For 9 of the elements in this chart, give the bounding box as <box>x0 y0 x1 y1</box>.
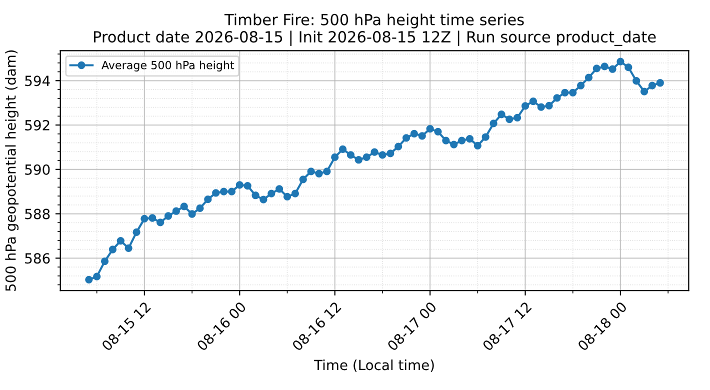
y-tick-label: 594 <box>25 76 50 86</box>
legend-label: Average 500 hPa height <box>102 60 234 72</box>
y-axis-title: 500 hPa geopotential height (dam) <box>5 50 19 291</box>
chart-title: Timber Fire: 500 hPa height time series Product date 2026-08-15 | Init 2026-08-15 12Z | Run source product_date <box>94 14 656 46</box>
x-axis-title: Time (Local time) <box>314 359 434 372</box>
y-tick-label: 586 <box>25 253 50 264</box>
y-tick-label: 588 <box>25 208 50 220</box>
y-tick-label: 590 <box>25 164 50 175</box>
y-tick-label: 592 <box>25 120 50 131</box>
